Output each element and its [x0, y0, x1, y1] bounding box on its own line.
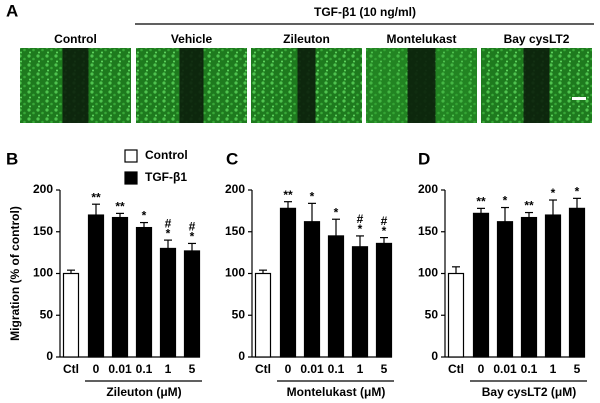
legend-label: TGF-β1: [145, 170, 187, 184]
wound-gap: [297, 48, 316, 123]
bar: [87, 214, 105, 358]
x-tick-label: 5: [189, 362, 196, 376]
bar: [159, 247, 177, 358]
image-label: Bay cysLT2: [504, 32, 570, 46]
y-tick-label: 200: [418, 182, 438, 196]
legend-swatch: [124, 149, 138, 163]
significance-mark: #: [357, 212, 364, 226]
y-tick-label: 50: [40, 307, 54, 321]
bar: [568, 207, 586, 358]
bar: [375, 242, 393, 358]
x-tick-label: Ctl: [63, 362, 79, 376]
x-tick-label: Ctl: [255, 362, 271, 376]
x-tick-label: 1: [550, 362, 557, 376]
x-axis-label: Bay cysLT2 (μM): [482, 385, 576, 399]
bar: [520, 216, 538, 358]
x-tick-label: 1: [357, 362, 364, 376]
significance-mark: **: [91, 190, 101, 204]
significance-mark: #: [189, 220, 196, 234]
x-tick-label: 0: [285, 362, 292, 376]
y-tick-label: 100: [418, 266, 438, 280]
y-tick-label: 0: [46, 349, 53, 363]
x-tick-label: 0.01: [300, 362, 324, 376]
x-axis-label: Zileuton (μM): [106, 385, 181, 399]
wound-gap: [179, 48, 204, 123]
significance-mark: **: [524, 199, 534, 213]
x-tick-label: 0.1: [521, 362, 538, 376]
significance-mark: **: [476, 195, 486, 209]
y-tick-label: 100: [33, 266, 53, 280]
x-tick-label: 0.1: [328, 362, 345, 376]
panel-label: A: [6, 1, 18, 20]
x-tick-label: 0.01: [108, 362, 132, 376]
wound-gap: [407, 48, 436, 123]
image-label: Vehicle: [171, 32, 213, 46]
y-tick-label: 50: [232, 307, 246, 321]
x-tick-label: 5: [574, 362, 581, 376]
panel-label: C: [226, 149, 238, 168]
bar: [135, 226, 153, 358]
x-tick-label: 1: [165, 362, 172, 376]
x-tick-label: 0.01: [493, 362, 517, 376]
significance-mark: *: [382, 224, 387, 238]
y-tick-label: 150: [418, 224, 438, 238]
significance-mark: *: [503, 194, 508, 208]
bar: [254, 272, 272, 358]
bar: [183, 250, 201, 358]
legend-swatch: [124, 171, 138, 185]
y-tick-label: 150: [225, 224, 245, 238]
y-tick-label: 200: [33, 182, 53, 196]
significance-mark: #: [381, 214, 388, 228]
significance-mark: **: [115, 200, 125, 214]
y-tick-label: 0: [238, 349, 245, 363]
image-label: Montelukast: [386, 32, 456, 46]
y-tick-label: 100: [225, 266, 245, 280]
bar: [327, 235, 345, 358]
significance-mark: *: [142, 209, 147, 223]
significance-mark: **: [283, 188, 293, 202]
significance-mark: *: [310, 190, 315, 204]
bar: [472, 212, 490, 358]
panel-label: B: [6, 149, 18, 168]
bar: [303, 221, 321, 358]
bar: [351, 246, 369, 358]
significance-mark: *: [166, 226, 171, 240]
y-tick-label: 200: [225, 182, 245, 196]
x-tick-label: 0.1: [136, 362, 153, 376]
treatment-label: TGF-β1 (10 ng/ml): [314, 5, 416, 19]
significance-mark: *: [551, 186, 556, 200]
y-tick-label: 50: [425, 307, 439, 321]
bar: [544, 214, 562, 358]
significance-mark: *: [190, 230, 195, 244]
significance-mark: #: [165, 216, 172, 230]
image-label: Zileuton: [283, 32, 330, 46]
x-tick-label: 0: [478, 362, 485, 376]
wound-gap: [62, 48, 89, 123]
x-tick-label: Ctl: [448, 362, 464, 376]
panel-label: D: [418, 149, 430, 168]
x-axis-label: Montelukast (μM): [287, 385, 386, 399]
bar: [62, 272, 80, 358]
image-label: Control: [54, 32, 97, 46]
significance-mark: *: [575, 185, 580, 199]
y-tick-label: 0: [431, 349, 438, 363]
x-tick-label: 5: [381, 362, 388, 376]
y-axis-label: Migration (% of control): [8, 206, 22, 341]
scale-bar: [572, 97, 586, 100]
bar: [279, 207, 297, 358]
legend-label: Control: [145, 148, 188, 162]
bar: [447, 272, 465, 358]
significance-mark: *: [334, 205, 339, 219]
bar: [111, 216, 129, 358]
significance-mark: *: [358, 222, 363, 236]
wound-gap: [523, 48, 550, 123]
x-tick-label: 0: [93, 362, 100, 376]
bar: [496, 221, 514, 358]
y-tick-label: 150: [33, 224, 53, 238]
